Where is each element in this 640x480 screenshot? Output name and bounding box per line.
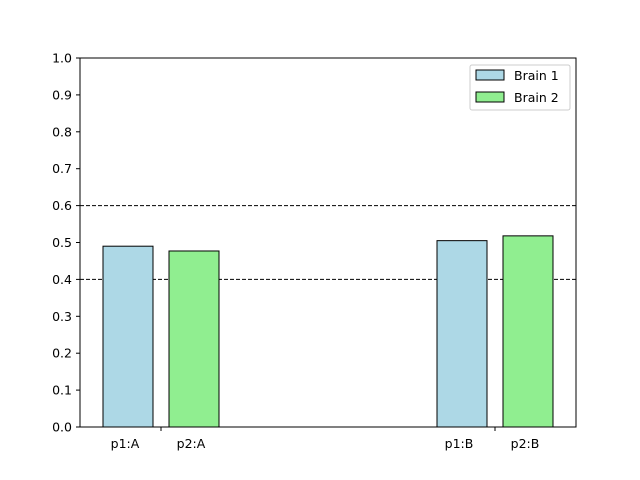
y-tick-label: 0.0 (52, 420, 72, 435)
y-tick-label: 0.6 (52, 198, 72, 213)
y-tick-label: 0.5 (52, 235, 72, 250)
x-tick-label: p2:B (511, 436, 540, 451)
x-axis: p1:A p1:B p2:A p2:B (111, 427, 540, 451)
y-tick-label: 0.7 (52, 161, 72, 176)
y-tick-label: 0.1 (52, 383, 72, 398)
legend-label-brain-1: Brain 1 (514, 68, 559, 83)
plot-area-frame (79, 57, 577, 428)
x-tick-label: p1:B (445, 436, 474, 451)
reference-lines (80, 205, 576, 280)
bar-p2-b (502, 235, 554, 428)
y-axis: 0.0 0.1 0.2 0.3 0.4 0.5 0.6 0.7 0.8 0.9 1.0 (52, 51, 80, 435)
legend-swatch-brain-1 (475, 69, 505, 81)
y-tick-label: 0.9 (52, 87, 72, 102)
y-tick-label: 0.8 (52, 124, 72, 139)
bar-p1-a (102, 245, 154, 428)
bar-p1-b (436, 240, 488, 428)
legend: Brain 1 Brain 2 (469, 64, 571, 111)
bar-p2-a (168, 250, 220, 428)
legend-label-brain-2: Brain 2 (514, 90, 559, 105)
x-tick-label: p2:A (177, 436, 206, 451)
y-tick-label: 0.4 (52, 272, 72, 287)
legend-swatch-brain-2 (475, 91, 505, 103)
x-tick-label: p1:A (111, 436, 140, 451)
y-tick-label: 0.3 (52, 309, 72, 324)
y-tick-label: 0.2 (52, 346, 72, 361)
y-tick-label: 1.0 (52, 51, 72, 66)
bars (102, 235, 554, 428)
